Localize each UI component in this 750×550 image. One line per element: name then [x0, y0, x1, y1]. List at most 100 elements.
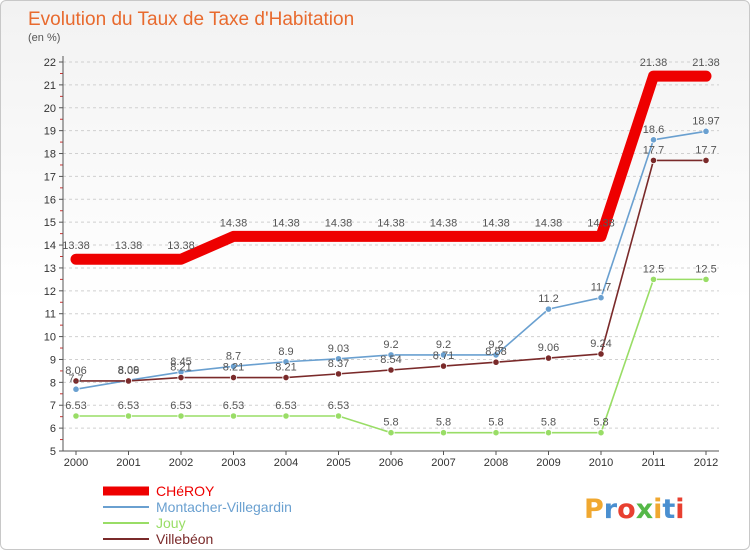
logo-text: Proxiti [584, 494, 685, 525]
data-point [387, 351, 395, 359]
y-tick-label: 10 [44, 332, 56, 344]
data-point [72, 412, 80, 420]
logo-letter: x [636, 494, 653, 525]
x-tick-label: 2011 [642, 457, 666, 469]
y-tick-label: 16 [44, 194, 56, 206]
data-point [597, 350, 605, 358]
data-label: 14.38 [272, 217, 300, 229]
data-label: 5.8 [541, 417, 556, 429]
data-label: 6.53 [275, 400, 296, 412]
data-label: 13.38 [62, 240, 90, 252]
y-tick-label: 18 [44, 149, 56, 161]
data-label: 18.97 [692, 115, 720, 127]
data-label: 11.2 [538, 293, 559, 305]
data-point [544, 354, 553, 362]
data-point [387, 429, 395, 437]
data-point [492, 429, 500, 437]
data-point [439, 429, 448, 437]
data-point [439, 351, 448, 359]
data-point [282, 358, 290, 366]
data-label: 14.38 [587, 217, 615, 229]
data-label: 8.37 [328, 358, 349, 370]
data-point [177, 412, 185, 420]
data-point [597, 429, 605, 437]
y-tick-label: 22 [44, 57, 56, 69]
y-tick-label: 9 [50, 354, 56, 366]
data-label: 14.38 [482, 217, 510, 229]
y-tick-label: 12 [44, 286, 56, 298]
data-point [177, 373, 185, 382]
x-tick-label: 2006 [379, 457, 403, 469]
data-label: 8.9 [278, 346, 293, 358]
data-label: 9.2 [436, 339, 451, 351]
data-label: 5.8 [593, 417, 608, 429]
data-label: 21.38 [640, 57, 668, 69]
data-label: 9.03 [328, 343, 349, 355]
y-tick-label: 19 [44, 126, 56, 138]
x-tick-label: 2005 [326, 457, 350, 469]
data-point [229, 362, 238, 370]
data-label: 7.7 [68, 373, 83, 385]
data-label: 9.24 [590, 338, 611, 350]
data-point [334, 412, 343, 420]
data-label: 6.53 [118, 400, 139, 412]
data-label: 8.09 [118, 364, 139, 376]
y-tick-label: 7 [50, 400, 56, 412]
data-label: 17.7 [695, 144, 716, 156]
data-point [702, 275, 710, 283]
data-label: 6.53 [328, 400, 349, 412]
data-label: 14.38 [430, 217, 458, 229]
y-tick-label: 20 [44, 103, 56, 115]
data-label: 14.38 [377, 217, 405, 229]
x-tick-label: 2009 [536, 457, 560, 469]
data-labels: 13.38 13.38 13.38 14.38 14.38 14.38 14.38 14.38… [62, 57, 720, 429]
data-label: 6.53 [223, 400, 244, 412]
data-label: 14.38 [220, 217, 248, 229]
data-label: 11.7 [591, 282, 612, 294]
x-tick-label: 2001 [116, 457, 140, 469]
y-tick-label: 17 [44, 171, 56, 183]
data-label: 13.38 [115, 240, 143, 252]
y-tick-label: 6 [50, 423, 56, 435]
data-point [649, 136, 658, 144]
data-label: 8.71 [433, 350, 454, 362]
data-label: 8.21 [275, 362, 296, 374]
y-tick-label: 8 [50, 377, 56, 389]
data-label: 9.2 [383, 339, 398, 351]
logo-letter: P [584, 494, 604, 525]
data-point [282, 373, 290, 382]
data-point [387, 366, 395, 374]
data-label: 5.8 [436, 417, 451, 429]
data-label: 8.45 [170, 356, 191, 368]
legend-label: Villebéon [156, 531, 213, 547]
data-label: 14.38 [325, 217, 353, 229]
y-tick-label: 5 [50, 446, 56, 458]
data-point [72, 385, 80, 393]
data-label: 17.7 [643, 144, 664, 156]
data-label: 13.38 [167, 240, 195, 252]
data-label: 5.8 [488, 417, 503, 429]
data-point [439, 362, 448, 370]
proxiti-logo: Proxiti [584, 494, 685, 525]
series-line-cheroy [70, 70, 712, 265]
data-point [334, 370, 343, 378]
data-point [649, 156, 658, 164]
data-label: 8.88 [485, 346, 506, 358]
data-label: 8.21 [223, 362, 244, 374]
y-tick-label: 14 [44, 240, 56, 252]
data-label: 8.7 [226, 350, 241, 362]
x-tick-label: 2008 [484, 457, 508, 469]
data-point [124, 412, 133, 420]
x-tick-label: 2002 [169, 457, 193, 469]
logo-letter: i [653, 494, 662, 525]
y-tick-label: 13 [44, 263, 56, 275]
data-point [492, 358, 500, 366]
x-tick-label: 2010 [589, 457, 613, 469]
chart-title: Evolution du Taux de Taxe d'Habitation [28, 9, 354, 30]
data-point [334, 355, 343, 363]
data-point [597, 294, 605, 302]
x-tick-label: 2012 [694, 457, 718, 469]
data-label: 9.2 [488, 339, 503, 351]
